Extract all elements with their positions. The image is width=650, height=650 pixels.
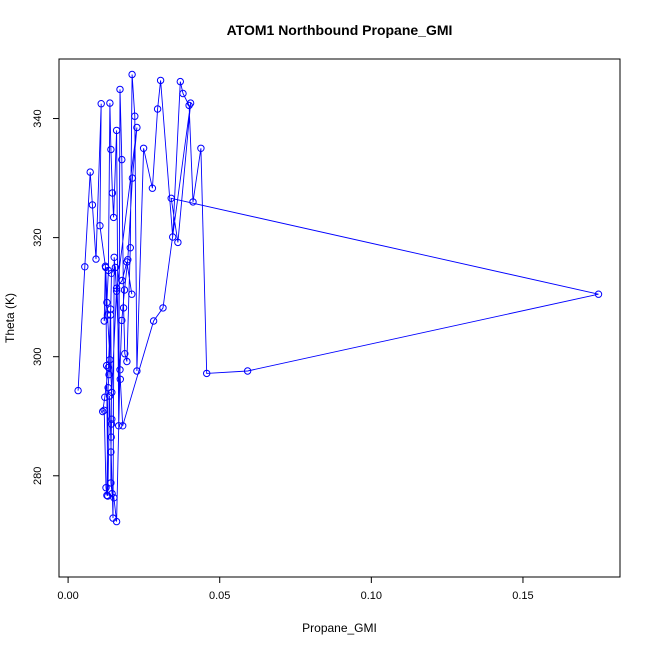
data-point bbox=[116, 366, 124, 374]
data-point bbox=[120, 286, 129, 294]
data-point bbox=[107, 448, 115, 456]
data-point bbox=[156, 76, 165, 85]
data-point bbox=[106, 356, 114, 364]
data-point bbox=[118, 316, 126, 325]
data-point bbox=[174, 238, 182, 247]
data-point bbox=[108, 388, 116, 397]
data-point bbox=[148, 184, 157, 192]
x-tick-label: 0.05 bbox=[209, 590, 230, 602]
data-point bbox=[167, 194, 175, 203]
data-point bbox=[126, 244, 135, 252]
data-point bbox=[128, 70, 136, 79]
data-point bbox=[139, 144, 148, 153]
data-point bbox=[169, 233, 177, 241]
data-point bbox=[131, 112, 139, 120]
data-point bbox=[108, 415, 116, 423]
data-point bbox=[109, 213, 118, 222]
data-point bbox=[594, 290, 603, 298]
data-point bbox=[186, 99, 195, 107]
data-point bbox=[106, 311, 115, 319]
x-axis-label: Propane_GMI bbox=[302, 621, 377, 635]
data-point bbox=[119, 304, 128, 312]
chart-title: ATOM1 Northbound Propane_GMI bbox=[227, 22, 453, 38]
data-point bbox=[118, 155, 126, 164]
data-point bbox=[112, 287, 121, 295]
data-point bbox=[108, 489, 116, 498]
data-point bbox=[121, 350, 129, 358]
y-axis-label: Theta (K) bbox=[3, 293, 17, 343]
data-point bbox=[153, 105, 162, 113]
data-series bbox=[74, 70, 603, 526]
data-point bbox=[103, 298, 111, 307]
data-point bbox=[107, 269, 116, 277]
data-point bbox=[179, 89, 187, 98]
data-point bbox=[243, 367, 252, 375]
plot-box bbox=[58, 58, 621, 578]
data-point bbox=[101, 393, 109, 401]
data-point bbox=[123, 258, 131, 266]
data-point bbox=[197, 144, 205, 153]
y-tick-label: 320 bbox=[32, 228, 44, 246]
data-point bbox=[111, 263, 120, 272]
data-point bbox=[107, 433, 115, 441]
data-point bbox=[112, 284, 121, 292]
data-point bbox=[189, 198, 197, 206]
series-line bbox=[77, 74, 599, 522]
data-point bbox=[116, 375, 125, 383]
data-point bbox=[159, 304, 167, 312]
data-point bbox=[133, 367, 141, 375]
data-point bbox=[103, 311, 112, 319]
data-point bbox=[86, 168, 94, 176]
x-tick-label: 0.10 bbox=[361, 590, 382, 602]
data-point bbox=[97, 100, 105, 108]
data-point bbox=[100, 406, 108, 414]
data-point bbox=[103, 491, 111, 500]
data-point bbox=[74, 386, 82, 395]
data-point bbox=[149, 317, 158, 325]
data-point bbox=[99, 407, 107, 416]
data-point bbox=[176, 77, 185, 86]
data-point bbox=[107, 479, 115, 487]
data-point bbox=[102, 484, 110, 492]
data-point bbox=[128, 174, 137, 182]
data-point bbox=[108, 189, 117, 197]
data-point bbox=[110, 253, 118, 261]
data-point bbox=[106, 305, 115, 313]
y-tick-label: 300 bbox=[32, 348, 44, 366]
data-point bbox=[81, 263, 89, 271]
data-point bbox=[106, 99, 114, 107]
data-point bbox=[107, 420, 116, 428]
x-axis: 0.00 0.05 0.10 0.15 bbox=[57, 576, 534, 602]
data-point bbox=[100, 317, 108, 325]
y-axis: 280 300 320 340 bbox=[32, 109, 60, 485]
data-point bbox=[115, 422, 123, 430]
data-point bbox=[102, 361, 111, 370]
data-point bbox=[133, 123, 141, 132]
data-point bbox=[203, 369, 211, 378]
data-point bbox=[112, 126, 121, 135]
data-point bbox=[119, 422, 127, 430]
data-point bbox=[118, 276, 126, 285]
data-point bbox=[128, 290, 136, 298]
data-point bbox=[88, 201, 97, 209]
data-point bbox=[102, 263, 110, 272]
x-tick-label: 0.15 bbox=[512, 590, 533, 602]
data-point bbox=[104, 384, 112, 392]
y-tick-label: 340 bbox=[32, 109, 44, 127]
y-tick-label: 280 bbox=[32, 467, 44, 485]
data-point bbox=[109, 514, 117, 522]
x-tick-label: 0.00 bbox=[57, 590, 78, 602]
data-point bbox=[105, 392, 114, 400]
data-point bbox=[116, 85, 124, 94]
data-point bbox=[104, 363, 113, 372]
data-point bbox=[104, 492, 112, 500]
data-point bbox=[96, 222, 104, 230]
data-point bbox=[92, 255, 100, 263]
data-point bbox=[107, 145, 115, 154]
data-point bbox=[105, 370, 113, 379]
data-point bbox=[123, 357, 131, 366]
